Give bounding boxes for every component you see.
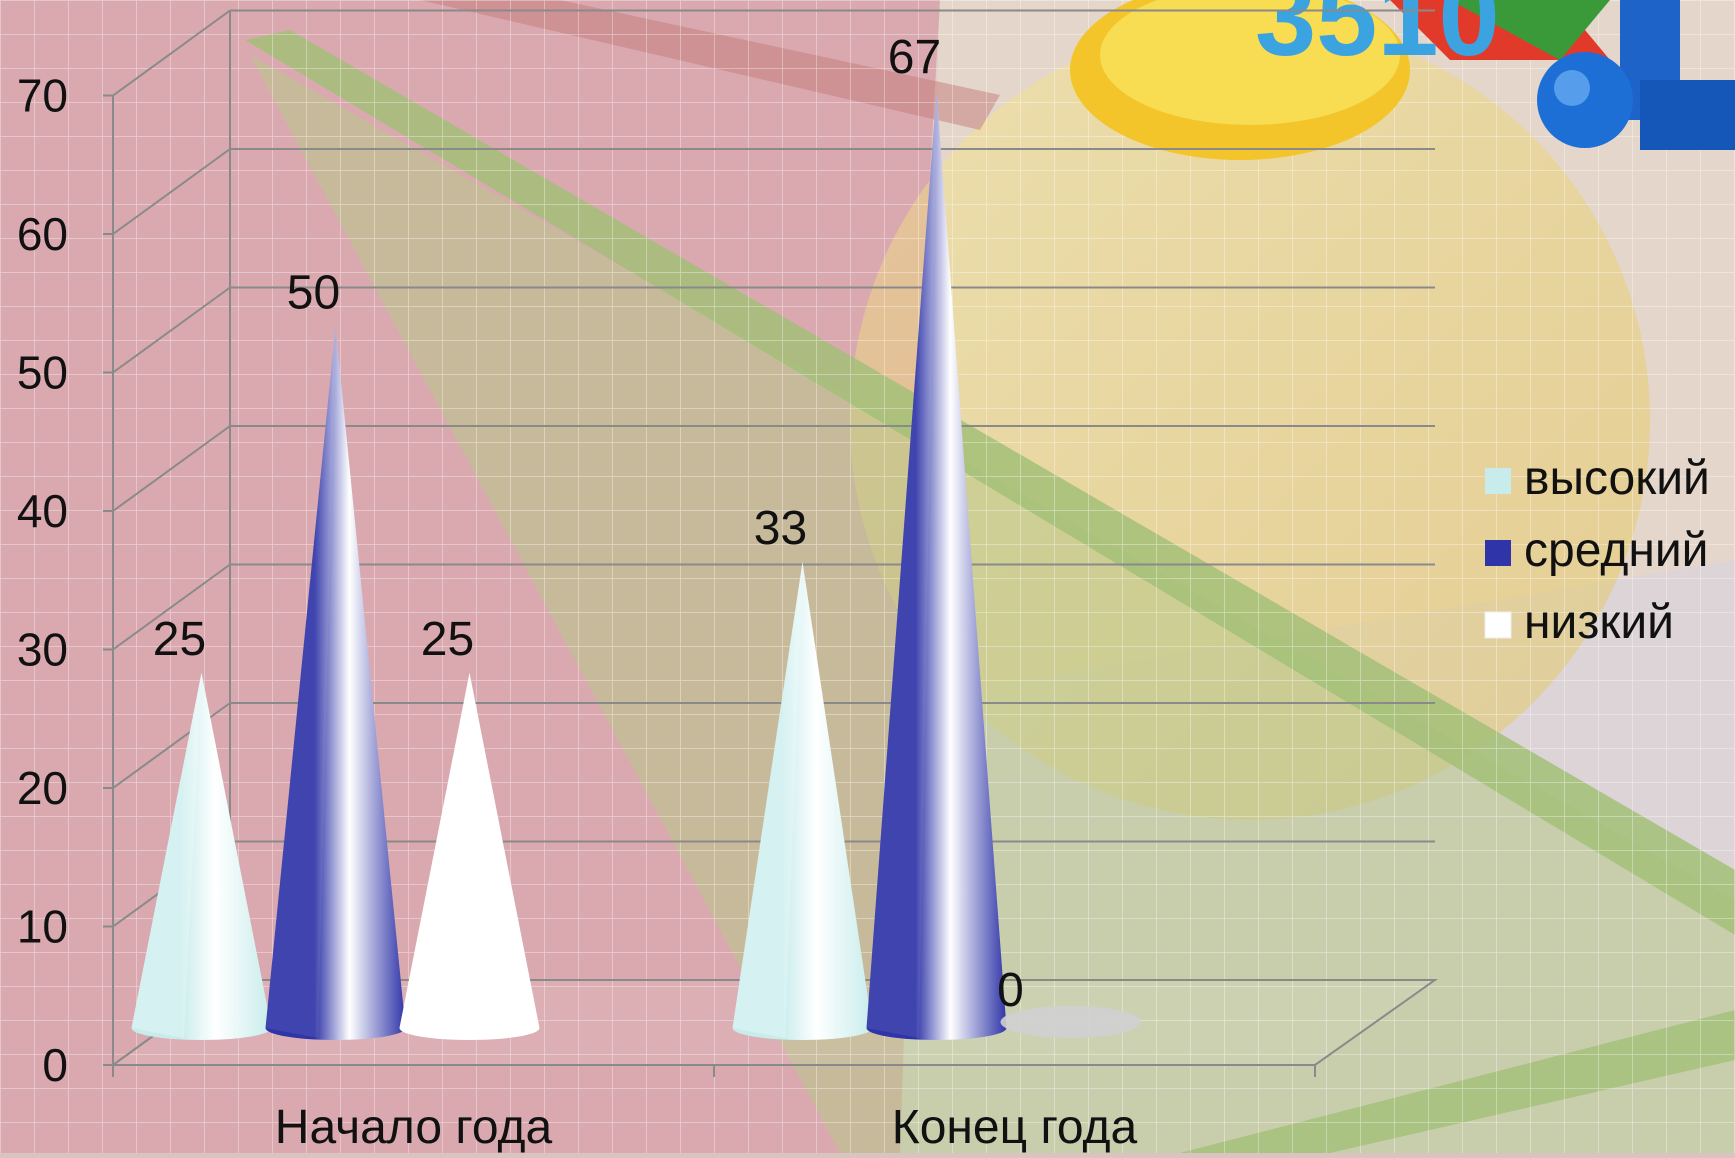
x-tick-label: Начало года — [275, 1101, 553, 1153]
data-label: 25 — [421, 613, 474, 666]
y-tick-label: 50 — [17, 347, 68, 399]
legend-swatch — [1484, 611, 1512, 639]
data-label: 67 — [888, 31, 941, 84]
legend-label: низкий — [1524, 596, 1674, 649]
logo-decoration — [1070, 0, 1735, 160]
cone-2-1 — [265, 326, 406, 1040]
cone-3-1 — [399, 672, 540, 1040]
side-gridline — [112, 425, 231, 512]
y-tick-label: 40 — [17, 485, 68, 537]
data-label: 50 — [287, 267, 340, 320]
y-tick-label: 0 — [42, 1039, 68, 1091]
cone-1-2 — [732, 561, 873, 1040]
cone-2-2 — [866, 91, 1007, 1041]
side-gridline — [112, 702, 231, 789]
y-tick-label: 10 — [17, 901, 68, 953]
x-tick-label: Конец года — [892, 1101, 1138, 1153]
y-tick-label: 20 — [17, 762, 68, 814]
data-label: 25 — [153, 613, 206, 666]
logo-text: 3510 — [1255, 0, 1500, 79]
legend-label: высокий — [1524, 452, 1710, 505]
cone-flat-3-2 — [1000, 1006, 1141, 1038]
side-gridline — [112, 563, 231, 651]
legend: высокий средний низкий — [1484, 452, 1710, 649]
chart-marks — [131, 91, 1141, 1041]
cone-highlight — [399, 672, 470, 1038]
cone-highlight — [131, 672, 202, 1038]
side-gridline — [112, 9, 231, 97]
data-label: 0 — [997, 964, 1024, 1017]
y-tick-label: 70 — [17, 70, 68, 122]
legend-label: средний — [1524, 524, 1708, 577]
y-tick-label: 60 — [17, 208, 68, 260]
chart-labels: 25 33 50 67 25 0 — [153, 31, 1024, 1017]
cone-1-1 — [131, 672, 272, 1040]
side-gridline — [112, 148, 231, 235]
legend-swatch — [1485, 540, 1511, 566]
cone-highlight — [732, 561, 803, 1038]
data-label: 33 — [754, 502, 807, 555]
side-gridline — [112, 286, 231, 374]
y-tick-label: 30 — [17, 624, 68, 676]
cone-highlight — [265, 326, 336, 1038]
legend-swatch — [1485, 468, 1511, 494]
cone-highlight — [866, 91, 937, 1039]
